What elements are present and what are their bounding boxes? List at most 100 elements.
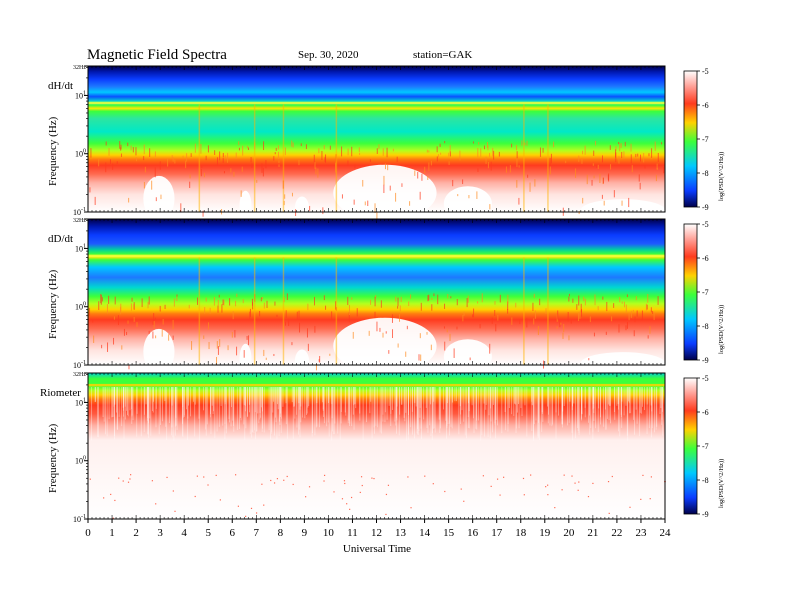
spectral-speckle (508, 387, 510, 408)
spectral-speckle (463, 387, 465, 422)
spectral-speckle (339, 387, 341, 440)
spectral-speckle (490, 387, 492, 422)
spectral-speckle (561, 489, 563, 491)
spectral-speckle (621, 200, 623, 206)
spectral-speckle (205, 297, 207, 302)
spectral-speckle (147, 387, 149, 418)
spectral-speckle (340, 387, 342, 412)
y-axis-label: Frequency (Hz) (47, 269, 59, 339)
spectral-speckle (527, 174, 529, 178)
spectral-speckle (200, 168, 202, 177)
spectral-speckle (311, 387, 313, 437)
y-axis-label: Frequency (Hz) (47, 116, 59, 186)
spectral-speckle (653, 311, 655, 321)
spectral-speckle (627, 387, 629, 402)
spectral-speckle (496, 478, 499, 480)
x-tick-label: 24 (660, 527, 672, 539)
spectral-speckle (331, 387, 333, 441)
spectral-speckle (192, 387, 194, 402)
spectral-speckle (423, 387, 425, 420)
spectral-speckle (638, 174, 640, 182)
spectral-speckle (379, 327, 381, 332)
spectral-speckle (242, 145, 244, 156)
spectral-speckle (379, 387, 381, 433)
colorbar-tick-label: -5 (702, 220, 709, 229)
spectral-speckle (494, 387, 496, 439)
spectral-speckle (385, 493, 388, 496)
spectral-speckle (103, 497, 105, 499)
spectral-speckle (497, 387, 498, 426)
spectral-speckle (409, 201, 411, 206)
spectral-speckle (174, 510, 176, 512)
spectral-speckle (614, 387, 615, 413)
spectral-speckle (348, 312, 350, 323)
chart-title: Magnetic Field Spectra (87, 47, 227, 63)
spectral-speckle (513, 387, 515, 416)
spectral-speckle (235, 152, 237, 159)
spectral-speckle (243, 350, 245, 358)
spectral-speckle (603, 200, 605, 206)
spectral-speckle (448, 152, 450, 157)
spectral-speckle (504, 387, 506, 412)
spectral-speckle (251, 163, 253, 168)
spectral-speckle (630, 310, 632, 318)
spectral-speckle (515, 387, 516, 405)
spectral-speckle (485, 387, 487, 405)
spectral-speckle (579, 311, 581, 319)
spectral-speckle (291, 387, 293, 403)
x-tick-label: 5 (205, 527, 211, 539)
spectral-speckle (619, 296, 621, 303)
spectral-speckle (118, 477, 120, 479)
spectral-speckle (182, 155, 184, 158)
spectral-speckle (606, 301, 608, 312)
spectral-speckle (507, 308, 509, 314)
spectral-band (88, 383, 665, 387)
spectral-speckle (586, 174, 588, 185)
spectral-speckle (394, 387, 396, 422)
spectral-speckle (494, 387, 496, 425)
spectral-speckle (642, 387, 643, 407)
burst-line (523, 257, 525, 365)
spectral-speckle (550, 153, 552, 164)
spectral-speckle (135, 157, 137, 162)
spectral-speckle (174, 159, 176, 164)
spectral-speckle (315, 364, 317, 371)
spectral-speckle (410, 387, 412, 428)
spectral-speckle (587, 495, 590, 498)
spectral-speckle (421, 387, 422, 439)
spectral-speckle (335, 301, 337, 310)
spectral-speckle (447, 387, 449, 425)
spectral-speckle (516, 151, 518, 159)
spectral-speckle (182, 387, 184, 436)
spectral-speckle (273, 353, 275, 357)
spectral-speckle (555, 387, 557, 413)
burst-line (282, 257, 285, 365)
spectral-speckle (553, 141, 555, 148)
spectral-speckle (347, 296, 349, 306)
spectral-speckle (431, 297, 433, 300)
spectral-speckle (661, 387, 663, 420)
spectral-speckle (589, 316, 591, 323)
spectral-speckle (602, 177, 604, 184)
spectral-speckle (333, 491, 335, 493)
spectral-speckle (172, 335, 174, 340)
spectral-speckle (300, 387, 302, 423)
y-tick-label: 10-1 (73, 514, 86, 524)
spectral-speckle (351, 146, 353, 157)
spectral-speckle (615, 149, 617, 158)
spectral-speckle (168, 334, 170, 341)
spectral-speckle (152, 387, 153, 411)
spectral-speckle (618, 387, 619, 432)
spectral-speckle (89, 307, 91, 316)
spectral-speckle (505, 166, 507, 173)
colorbar: -5 -6 -7 -8 -9 log(PSD(V^2/Hz)) (683, 220, 725, 365)
spectral-speckle (597, 164, 599, 170)
spectral-speckle (645, 303, 647, 311)
spectral-speckle (529, 182, 531, 192)
spectral-speckle (263, 387, 265, 433)
spectral-speckle (511, 387, 513, 415)
spectral-speckle (515, 387, 517, 433)
spectral-speckle (592, 387, 594, 440)
spectral-speckle (563, 323, 565, 333)
